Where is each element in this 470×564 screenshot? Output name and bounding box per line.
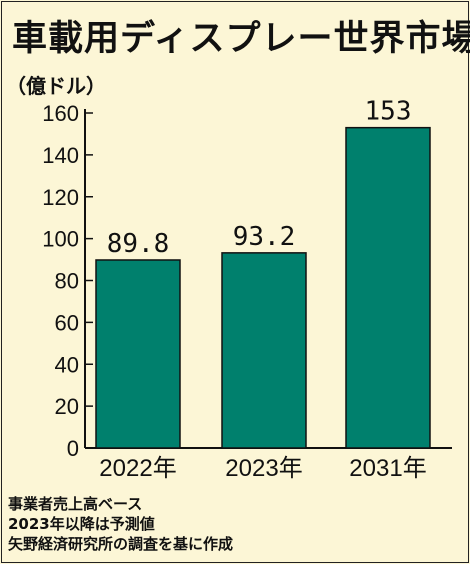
chart-title: 車載用ディスプレー世界市場 xyxy=(12,19,470,59)
x-category-label: 2031年 xyxy=(349,455,426,482)
y-tick-label: 60 xyxy=(55,310,79,335)
y-tick-label: 160 xyxy=(42,101,79,126)
y-tick-label: 120 xyxy=(42,185,79,210)
data-label: 93.2 xyxy=(233,222,296,252)
y-axis-unit-label: （億ドル） xyxy=(6,74,106,98)
data-label: 153 xyxy=(365,97,412,127)
note-line: 事業者売上高ベース xyxy=(8,495,143,513)
y-tick-label: 80 xyxy=(55,269,79,294)
chart-notes: 事業者売上高ベース 2023年以降は予測値 矢野経済研究所の調査を基に作成 xyxy=(8,494,233,554)
data-label: 89.8 xyxy=(107,229,170,259)
y-tick-label: 40 xyxy=(55,352,79,377)
y-tick-label: 100 xyxy=(42,227,79,252)
y-tick-label: 0 xyxy=(67,436,79,461)
note-line: 矢野経済研究所の調査を基に作成 xyxy=(8,535,234,553)
y-tick-label: 140 xyxy=(42,143,79,168)
y-tick-label: 20 xyxy=(55,394,79,419)
bar xyxy=(345,126,431,449)
x-category-label: 2023年 xyxy=(225,455,302,482)
note-line: 2023年以降は予測値 xyxy=(8,515,155,533)
bar xyxy=(95,259,181,449)
x-category-label: 2022年 xyxy=(99,455,176,482)
bar xyxy=(221,252,307,449)
